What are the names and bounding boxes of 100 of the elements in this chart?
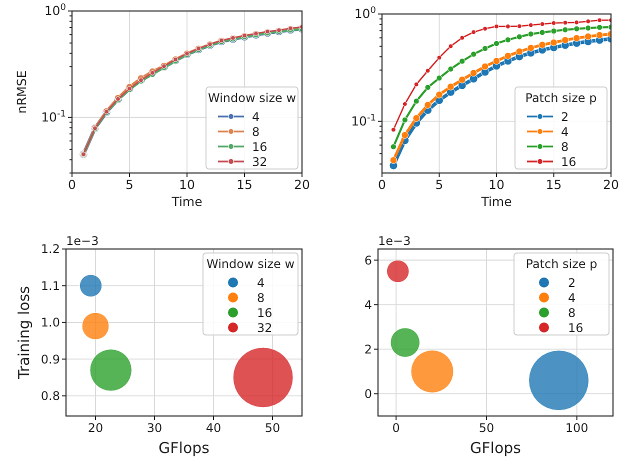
y-axis-title: nRMSE bbox=[14, 70, 29, 114]
point bbox=[597, 18, 602, 23]
legend-label: 4 bbox=[257, 276, 265, 290]
point bbox=[540, 22, 545, 27]
point bbox=[390, 144, 396, 150]
point bbox=[436, 55, 442, 60]
point bbox=[550, 28, 557, 34]
point bbox=[459, 58, 466, 64]
x-tick-label: 50 bbox=[264, 421, 280, 435]
point bbox=[402, 102, 408, 106]
point bbox=[402, 116, 408, 123]
x-tick-label: 30 bbox=[146, 421, 162, 435]
legend-label: 16 bbox=[568, 321, 584, 335]
y-tick-label: 6 bbox=[364, 253, 372, 268]
legend-label: 32 bbox=[252, 155, 268, 169]
y-axis-title: Training loss bbox=[15, 286, 33, 380]
point bbox=[413, 98, 420, 104]
x-tick-label: 0 bbox=[68, 177, 76, 192]
point bbox=[436, 75, 442, 82]
legend-label: 32 bbox=[257, 321, 272, 335]
point bbox=[390, 156, 398, 164]
y-tick-label: 0.8 bbox=[40, 389, 60, 404]
point bbox=[527, 44, 534, 52]
legend-label: 4 bbox=[252, 110, 260, 124]
point bbox=[528, 22, 534, 28]
x-tick-label: 0 bbox=[378, 177, 386, 192]
legend-label: 8 bbox=[561, 140, 569, 154]
point bbox=[550, 38, 558, 46]
x-tick-label: 100 bbox=[565, 421, 588, 435]
legend-label: 16 bbox=[252, 140, 268, 154]
x-axis-title: Time bbox=[170, 194, 203, 209]
legend-label: 16 bbox=[561, 155, 576, 169]
point bbox=[414, 82, 419, 87]
legend-label: 8 bbox=[257, 291, 265, 305]
point bbox=[596, 24, 603, 30]
point bbox=[528, 31, 534, 38]
point bbox=[494, 24, 499, 29]
x-tick-label: 20 bbox=[294, 177, 310, 192]
x-tick-label: 15 bbox=[546, 177, 562, 192]
legend-title: Patch size p bbox=[525, 91, 597, 105]
point bbox=[401, 131, 409, 139]
point bbox=[506, 24, 510, 29]
point bbox=[482, 26, 488, 32]
x-axis-title: Time bbox=[480, 194, 512, 209]
legend-title: Window size w bbox=[208, 91, 296, 105]
x-tick-label: 20 bbox=[88, 421, 104, 435]
point bbox=[538, 41, 546, 48]
y-tick-label: 10$^{0}$ bbox=[354, 6, 376, 22]
point bbox=[482, 45, 488, 52]
point bbox=[586, 18, 591, 24]
x-tick-label: 15 bbox=[236, 177, 252, 192]
legend-label: 2 bbox=[561, 110, 569, 124]
point bbox=[424, 101, 432, 109]
x-axis-title: GFlops bbox=[158, 439, 210, 457]
x-axis-title: GFlops bbox=[470, 439, 522, 457]
text: 1e−3 bbox=[66, 234, 99, 248]
x-tick-label: 5 bbox=[126, 177, 134, 192]
legend-label: 2 bbox=[568, 276, 576, 290]
point bbox=[573, 34, 580, 42]
point bbox=[471, 30, 476, 35]
x-tick-label: 20 bbox=[603, 177, 619, 192]
x-tick-label: 5 bbox=[435, 177, 444, 192]
point bbox=[458, 76, 466, 84]
legend-label: 8 bbox=[568, 306, 576, 320]
y-tick-label: 1.2 bbox=[40, 242, 60, 256]
point bbox=[412, 114, 420, 122]
point bbox=[460, 35, 465, 40]
point bbox=[492, 57, 500, 65]
text: 1e−3 bbox=[378, 234, 411, 248]
y-tick-label: 4 bbox=[364, 298, 372, 312]
point bbox=[481, 62, 489, 70]
y-tick-label: 0 bbox=[364, 386, 372, 401]
point bbox=[516, 24, 522, 29]
legend-label: 8 bbox=[252, 125, 260, 139]
y-tick-label: 1.0 bbox=[40, 316, 60, 330]
legend-label: 16 bbox=[257, 306, 272, 320]
legend-title: Patch size p bbox=[526, 257, 598, 271]
legend-label: 4 bbox=[561, 125, 569, 139]
point bbox=[516, 34, 522, 40]
point bbox=[562, 26, 568, 33]
point bbox=[562, 20, 568, 26]
y-tick-label: 0.9 bbox=[40, 352, 60, 366]
point bbox=[516, 48, 524, 56]
point bbox=[448, 66, 454, 72]
legend-label: 4 bbox=[568, 291, 576, 305]
point bbox=[584, 32, 592, 40]
point bbox=[574, 20, 580, 25]
x-tick-label: 10 bbox=[488, 177, 504, 192]
point bbox=[391, 127, 396, 132]
point bbox=[436, 91, 443, 98]
point bbox=[562, 36, 569, 44]
x-tick-label: 40 bbox=[206, 421, 222, 435]
point bbox=[539, 29, 546, 36]
x-tick-label: 0 bbox=[392, 421, 400, 435]
y-tick-label: 10$^{-1}$ bbox=[41, 110, 66, 125]
point bbox=[425, 68, 430, 74]
x-tick-label: 50 bbox=[478, 421, 494, 435]
y-tick-label: 2 bbox=[364, 342, 372, 356]
point bbox=[470, 69, 478, 77]
y-tick-label: 1.1 bbox=[40, 278, 60, 293]
